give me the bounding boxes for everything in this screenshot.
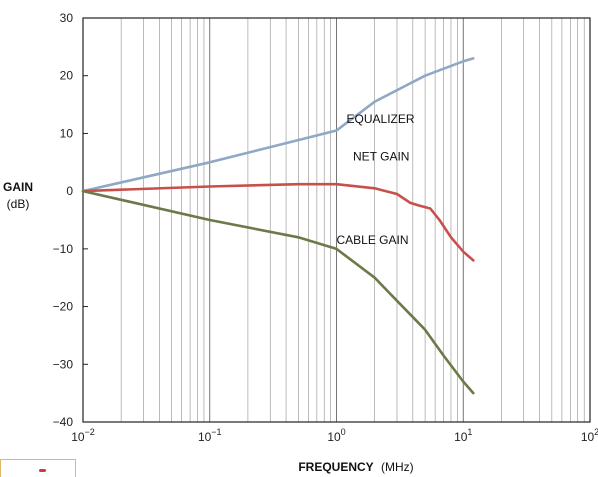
series-label-equalizer: EQUALIZER: [347, 112, 415, 126]
y-tick-label: 0: [66, 184, 73, 198]
x-tick-label: 101: [454, 427, 472, 444]
y-tick-labels: 30 20 10 0 −10 −20 −30 −40: [53, 11, 88, 429]
x-tick-label: 100: [327, 427, 345, 444]
x-tick-labels: 10−2 10−1 100 101 102: [71, 427, 598, 444]
y-tick-label: 30: [60, 11, 74, 25]
series-labels: EQUALIZER NET GAIN CABLE GAIN: [337, 112, 415, 247]
series-line-cable-gain: [81, 189, 475, 395]
page-corner-mark: [0, 459, 76, 477]
y-tick-label: −20: [53, 300, 74, 314]
x-tick-label: 10−1: [198, 427, 222, 444]
y-axis-unit: (dB): [7, 197, 30, 211]
y-axis-title: GAIN: [3, 180, 33, 194]
grid-layer: [82, 18, 585, 422]
series-lines: [81, 57, 475, 395]
x-axis-title-main: FREQUENCY: [298, 460, 373, 474]
series-label-cable-gain: CABLE GAIN: [337, 233, 409, 247]
plot-frame: [82, 17, 591, 423]
y-tick-label: −10: [53, 242, 74, 256]
y-tick-label: −30: [53, 357, 74, 371]
x-tick-label: 10−2: [71, 427, 95, 444]
y-tick-label: 20: [60, 69, 74, 83]
series-line-net-gain: [81, 182, 475, 262]
y-tick-label: −40: [53, 415, 74, 429]
y-tick-label: 10: [60, 126, 74, 140]
x-axis-title: FREQUENCY (MHz): [298, 460, 413, 474]
x-axis-title-unit: (MHz): [381, 460, 414, 474]
x-tick-label: 102: [581, 427, 598, 444]
series-label-net-gain: NET GAIN: [353, 150, 409, 164]
series-line-equalizer: [81, 57, 475, 193]
